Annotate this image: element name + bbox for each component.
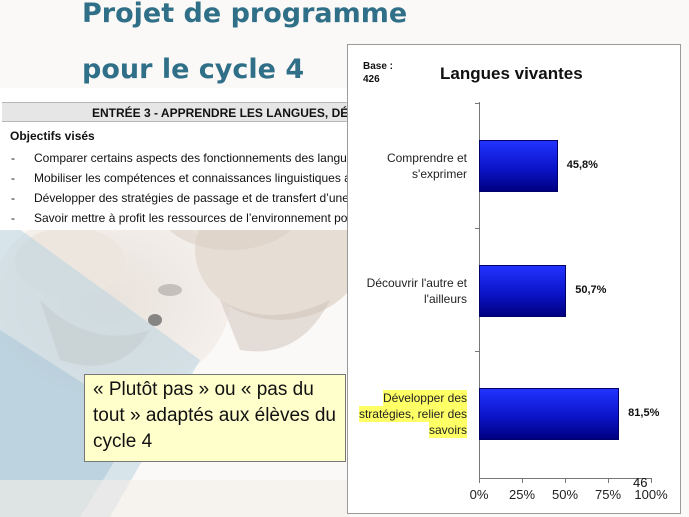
chart-base-label: Base : 426 [363, 61, 394, 85]
callout-note: « Plutôt pas » ou « pas du tout » adapté… [84, 374, 346, 462]
list-item-text: Mobiliser les compétences et connaissanc… [34, 171, 350, 185]
list-item-text: Savoir mettre à profit les ressources de… [34, 211, 348, 225]
x-tick-label: 25% [508, 487, 536, 502]
x-tick [522, 478, 523, 483]
page-number: 46 [633, 475, 648, 490]
x-tick-label: 0% [469, 487, 489, 502]
objectives-list: - Comparer certains aspects des fonctionn… [0, 148, 350, 228]
bar-value-label: 45,8% [566, 159, 598, 171]
bar-value-label: 81,5% [628, 407, 660, 419]
category-label: Développer des stratégies, relier des sa… [358, 390, 467, 438]
list-item-text: Comparer certains aspects des fonctionne… [34, 151, 350, 165]
list-dash: - [11, 151, 15, 165]
y-tick [475, 351, 479, 352]
bar-value-label: 50,7% [575, 284, 607, 296]
x-tick [565, 478, 566, 483]
list-item: - Mobiliser les compétences et connaissan… [0, 168, 350, 188]
list-item-text: Développer des stratégies de passage et … [34, 191, 349, 205]
document-subtitle: Objectifs visés [10, 129, 95, 143]
bar [479, 140, 558, 192]
y-tick [475, 103, 479, 104]
x-tick-label: 50% [551, 487, 579, 502]
list-dash: - [11, 211, 15, 225]
list-dash: - [11, 191, 15, 205]
chart-title: Langues vivantes [440, 64, 583, 83]
y-tick [475, 228, 479, 229]
bar [479, 265, 567, 317]
x-tick [479, 478, 480, 483]
document-header: ENTRÉE 3 - APPRENDRE LES LANGUES, DÉVELO [2, 102, 350, 122]
x-tick [651, 478, 652, 483]
bar [479, 388, 620, 440]
x-tick [608, 478, 609, 483]
slide-title-line-1: Projet de programme [82, 0, 408, 29]
category-label: Découvrir l'autre et l'ailleurs [366, 276, 467, 306]
list-item: - Développer des stratégies de passage et… [0, 188, 350, 208]
list-item: - Comparer certains aspects des fonctionn… [0, 148, 350, 168]
category-label: Comprendre et s'exprimer [386, 151, 467, 181]
x-tick-label: 100% [634, 487, 668, 502]
list-item: - Savoir mettre à profit les ressources d… [0, 208, 350, 228]
list-dash: - [11, 171, 15, 185]
curriculum-document-excerpt: ENTRÉE 3 - APPRENDRE LES LANGUES, DÉVELO… [0, 88, 350, 230]
slide-title-line-2: pour le cycle 4 [82, 54, 305, 85]
x-tick-label: 75% [594, 487, 622, 502]
